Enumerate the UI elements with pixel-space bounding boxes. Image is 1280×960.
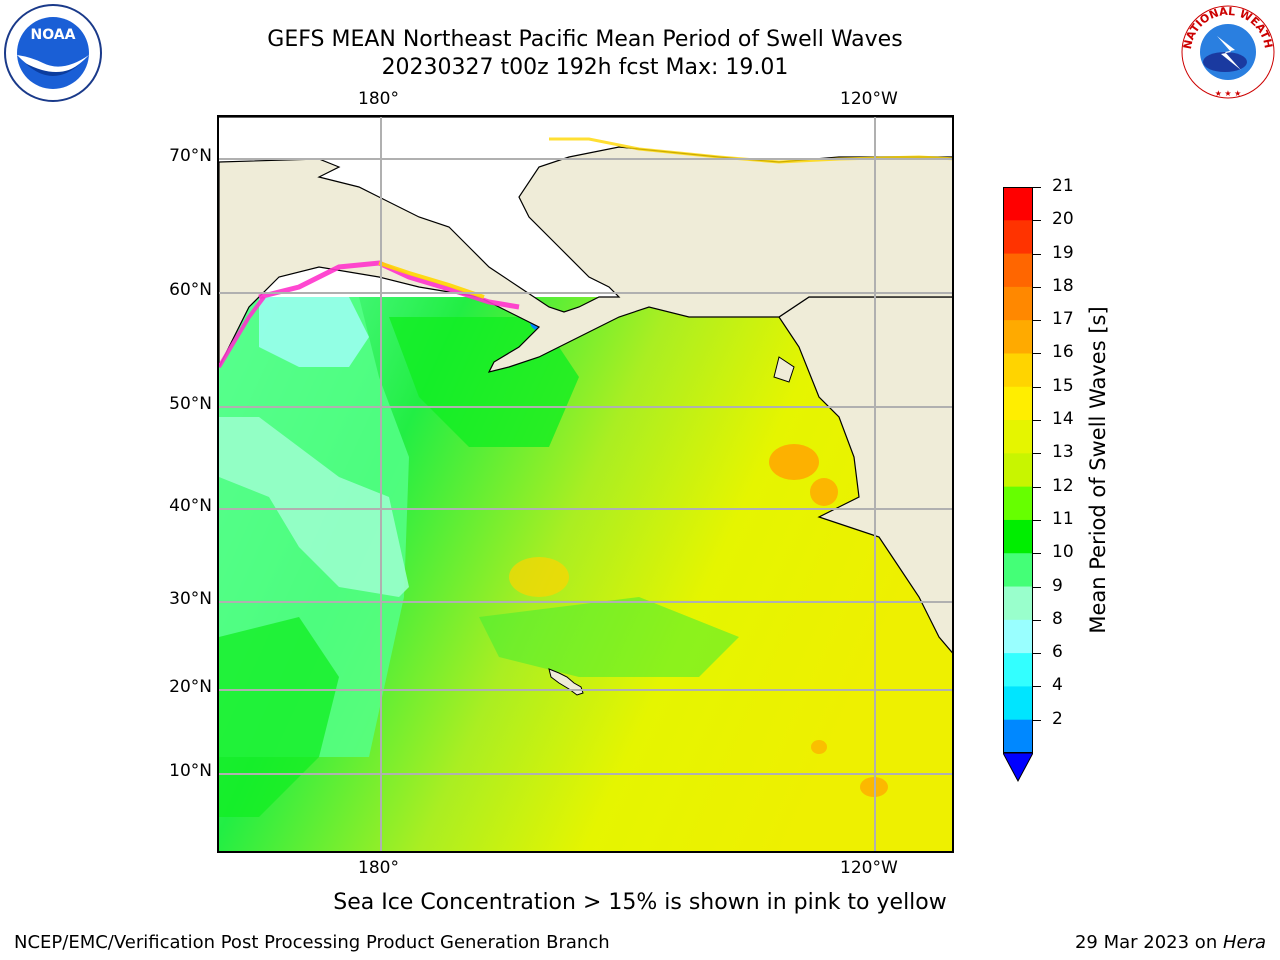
colorbar-segment [1003, 453, 1033, 488]
lat-label-20n: 20°N [169, 677, 212, 697]
swell-region-orange-4 [811, 740, 827, 754]
colorbar [1003, 187, 1033, 783]
lat-label-40n: 40°N [169, 496, 212, 516]
lon-label-top-120w: 120°W [840, 89, 898, 109]
colorbar-tick-mark [1033, 420, 1041, 422]
swell-region-green-central [479, 597, 739, 677]
colorbar-tick-label: 12 [1052, 475, 1074, 496]
lat-label-10n: 10°N [169, 761, 212, 781]
colorbar-segment [1003, 719, 1033, 754]
swell-region-gulf-west [259, 297, 369, 367]
colorbar-border [1003, 187, 1033, 753]
colorbar-segment [1003, 486, 1033, 521]
colorbar-tick-label: 19 [1052, 242, 1074, 263]
lon-label-bottom-180: 180° [358, 858, 399, 878]
colorbar-tick-mark [1033, 453, 1041, 455]
colorbar-tick-label: 2 [1052, 708, 1063, 729]
colorbar-tick-label: 15 [1052, 375, 1074, 396]
colorbar-tick-label: 11 [1052, 508, 1074, 529]
lat-label-30n: 30°N [169, 589, 212, 609]
generation-date: 29 Mar 2023 on Hera [1075, 932, 1266, 953]
lon-label-bottom-120w: 120°W [840, 858, 898, 878]
colorbar-tick-mark [1033, 286, 1041, 288]
colorbar-tick-mark [1033, 353, 1041, 355]
colorbar-segment [1003, 253, 1033, 288]
colorbar-tick-label: 4 [1052, 675, 1063, 696]
colorbar-tick-label: 18 [1052, 275, 1074, 296]
colorbar-segment [1003, 386, 1033, 421]
lat-label-60n: 60°N [169, 280, 212, 300]
colorbar-label: Mean Period of Swell Waves [s] [1086, 306, 1110, 634]
colorbar-tick-label: 21 [1052, 176, 1074, 196]
colorbar-tick-label: 9 [1052, 575, 1063, 596]
lat-label-70n: 70°N [169, 146, 212, 166]
land-island-bc [773, 356, 795, 383]
colorbar-tick-label: 16 [1052, 342, 1074, 363]
noaa-logo-text: NOAA [31, 27, 76, 43]
colorbar-segment [1003, 420, 1033, 454]
colorbar-segment [1003, 653, 1033, 687]
nws-logo: NATIONAL WEATHER SERVICE ★ ★ ★ [1173, 0, 1279, 100]
sea-ice-edge-west [219, 295, 266, 369]
colorbar-tick-label: 14 [1052, 409, 1074, 430]
colorbar-tick-label: 20 [1052, 209, 1074, 230]
colorbar-tick-mark [1033, 253, 1041, 255]
sea-ice-edge-yellow [378, 261, 485, 299]
colorbar-tick-mark [1033, 619, 1041, 621]
colorbar-tick-mark [1033, 719, 1041, 721]
map-panel[interactable] [217, 115, 954, 853]
swell-region-green-southwest [219, 617, 339, 817]
colorbar-segment [1003, 320, 1033, 354]
swell-region-short-period [219, 417, 409, 597]
colorbar-segment [1003, 686, 1033, 721]
swell-region-orange-1 [769, 444, 819, 480]
colorbar-tick-mark [1033, 686, 1041, 688]
chart-title: GEFS MEAN Northeast Pacific Mean Period … [267, 27, 903, 52]
colorbar-segment [1003, 286, 1033, 321]
producer-credit: NCEP/EMC/Verification Post Processing Pr… [14, 932, 610, 953]
colorbar-extend-arrow [1003, 752, 1033, 783]
colorbar-segment [1003, 220, 1033, 255]
colorbar-segment [1003, 353, 1033, 388]
colorbar-tick-mark [1033, 187, 1041, 188]
svg-text:★ ★ ★: ★ ★ ★ [1215, 89, 1242, 98]
colorbar-segment [1003, 187, 1033, 221]
lat-label-50n: 50°N [169, 394, 212, 414]
colorbar-tick-label: 8 [1052, 608, 1063, 629]
chart-subtitle: 20230327 t00z 192h fcst Max: 19.01 [381, 55, 789, 80]
colorbar-tick-label: 6 [1052, 642, 1063, 663]
map-canvas [219, 117, 952, 851]
lon-label-top-180: 180° [358, 89, 399, 109]
colorbar-tick-mark [1033, 486, 1041, 488]
colorbar-tick-mark [1033, 586, 1041, 588]
swell-region-yellow-core [509, 557, 569, 597]
sea-ice-footnote: Sea Ice Concentration > 15% is shown in … [333, 890, 947, 915]
colorbar-tick-label: 17 [1052, 309, 1074, 330]
host-name: Hera [1222, 932, 1266, 953]
colorbar-tick-mark [1033, 220, 1041, 222]
colorbar-segment [1003, 586, 1033, 621]
colorbar-tick-mark [1033, 386, 1041, 388]
colorbar-segment [1003, 619, 1033, 654]
noaa-logo: NOAA [3, 3, 103, 103]
generation-date-text: 29 Mar 2023 on [1074, 932, 1223, 953]
colorbar-tick-label: 10 [1052, 542, 1074, 563]
swell-region-orange-2 [810, 478, 838, 506]
colorbar-tick-mark [1033, 553, 1041, 555]
colorbar-tick-label: 13 [1052, 442, 1074, 463]
colorbar-tick-mark [1033, 320, 1041, 322]
colorbar-tick-mark [1033, 519, 1041, 521]
gridlines [219, 117, 952, 851]
colorbar-tick-mark [1033, 653, 1041, 655]
colorbar-segment [1003, 553, 1033, 588]
land-hawaii [548, 668, 584, 696]
colorbar-segment [1003, 519, 1033, 554]
